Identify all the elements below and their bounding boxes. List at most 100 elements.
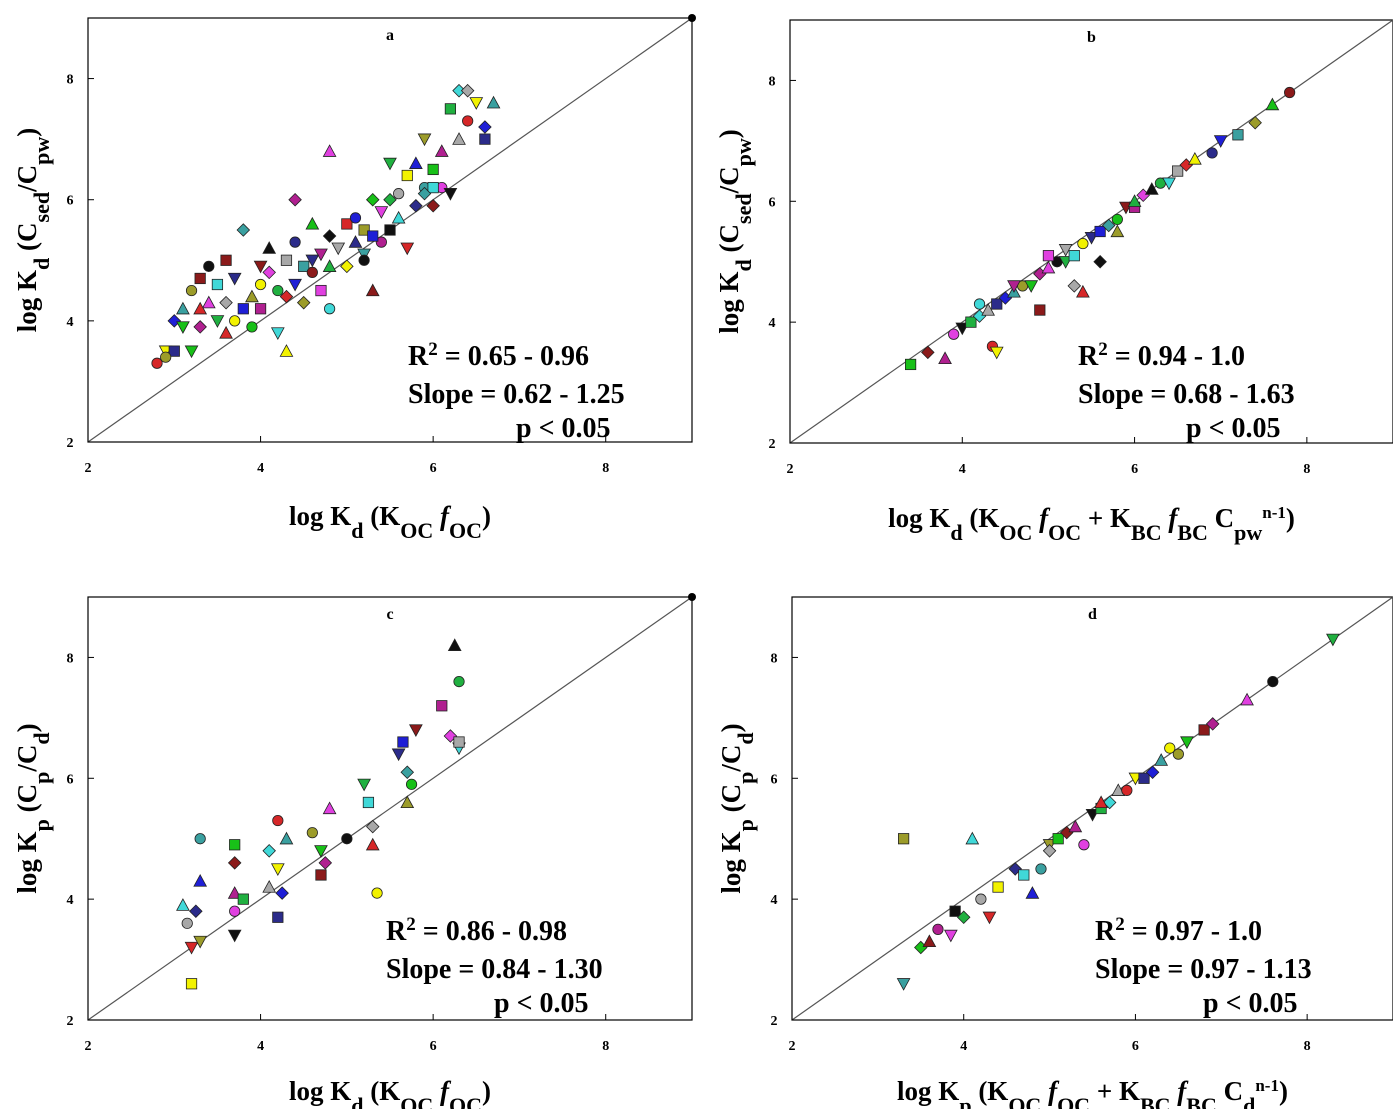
- r-squared-annotation: R2 = 0.65 - 0.96: [408, 339, 589, 373]
- x-tick-label: 6: [430, 461, 437, 476]
- x-tick-label: 6: [430, 1039, 437, 1054]
- data-point: [1121, 784, 1133, 796]
- data-point: [1067, 279, 1082, 293]
- data-point: [898, 833, 910, 845]
- data-point: [1101, 218, 1116, 233]
- panel-d: 2 4 6 8 2 4 6 8 d log Kp (KOC fOC + KBC fBC Cdn-1…: [716, 596, 1393, 1109]
- data-point: [1198, 724, 1210, 736]
- data-point: [193, 320, 207, 334]
- data-point: [322, 229, 337, 243]
- data-point: [253, 260, 268, 274]
- panel-c: 2 4 6 8 2 4 6 8 c log Kd (KOC fOC) log Kp (Cp/Cd) R…: [12, 593, 696, 1109]
- data-point: [1007, 280, 1021, 293]
- data-point: [443, 188, 458, 201]
- x-tick-label: 4: [257, 461, 264, 476]
- data-point: [1164, 742, 1176, 754]
- p-value-annotation: p < 0.05: [494, 988, 589, 1019]
- data-point: [973, 298, 986, 310]
- data-point: [181, 917, 193, 929]
- data-point: [331, 242, 346, 256]
- data-point: [1094, 225, 1106, 238]
- slope-annotation: Slope = 0.97 - 1.13: [1095, 954, 1312, 985]
- data-point: [1058, 244, 1073, 257]
- data-point: [194, 272, 206, 285]
- plot-frame: [87, 596, 693, 1021]
- data-point: [1232, 129, 1244, 141]
- data-point: [1068, 250, 1080, 262]
- data-point: [305, 254, 320, 268]
- data-point: [1154, 753, 1169, 766]
- data-point: [1213, 135, 1228, 148]
- data-point: [1093, 254, 1107, 269]
- data-point: [948, 328, 960, 340]
- data-point: [447, 638, 462, 651]
- data-point: [262, 880, 277, 893]
- data-point: [227, 856, 242, 870]
- data-point: [365, 283, 380, 297]
- data-point: [322, 801, 337, 815]
- data-point: [1205, 717, 1220, 731]
- panel-label: c: [386, 606, 393, 623]
- data-point: [254, 303, 267, 315]
- data-point: [384, 224, 396, 236]
- x-tick-label: 8: [1303, 462, 1310, 477]
- data-point: [229, 839, 241, 851]
- y-tick-label: 2: [771, 1014, 778, 1029]
- data-point: [1024, 280, 1039, 293]
- data-point: [288, 278, 302, 292]
- data-point: [323, 303, 336, 315]
- data-point: [289, 236, 301, 248]
- data-point: [383, 157, 397, 171]
- x-tick-label: 6: [1131, 462, 1138, 477]
- data-point: [272, 284, 284, 297]
- data-point: [975, 893, 987, 905]
- data-point: [417, 186, 432, 201]
- data-point: [237, 303, 249, 315]
- data-point: [246, 321, 258, 333]
- data-point: [279, 344, 294, 357]
- data-point: [340, 259, 354, 274]
- p-value-annotation: p < 0.05: [1186, 413, 1281, 444]
- data-point: [932, 923, 944, 935]
- data-point: [315, 869, 327, 881]
- data-point: [219, 325, 233, 339]
- x-tick-label: 2: [787, 462, 794, 477]
- data-point: [211, 278, 224, 291]
- x-tick-label: 8: [602, 461, 609, 476]
- x-axis-title: log Kd (KOC fOC): [289, 501, 491, 543]
- y-tick-label: 2: [67, 1014, 74, 1029]
- data-point: [991, 298, 1003, 310]
- data-point: [270, 863, 285, 876]
- data-point: [1110, 224, 1125, 238]
- data-point: [1018, 869, 1030, 881]
- data-point: [262, 241, 277, 254]
- data-point: [1248, 115, 1262, 130]
- data-point: [220, 254, 232, 266]
- data-point: [453, 675, 465, 688]
- data-point: [160, 351, 172, 363]
- data-point: [306, 266, 318, 278]
- panel-b: 2 4 6 8 2 4 6 8 b log Kd (KOC fOC + KBC fBC Cpwn-…: [714, 19, 1393, 545]
- data-point: [275, 886, 289, 900]
- p-value-annotation: p < 0.05: [1203, 988, 1298, 1019]
- data-point: [965, 316, 977, 328]
- data-point: [436, 700, 448, 712]
- data-point: [938, 351, 952, 365]
- data-point: [1078, 839, 1090, 851]
- data-point: [375, 236, 387, 248]
- plot-frame: [87, 17, 693, 443]
- data-point: [949, 905, 961, 917]
- data-point: [1034, 304, 1046, 316]
- data-point: [193, 873, 208, 887]
- data-point: [184, 345, 199, 359]
- data-point: [349, 212, 362, 224]
- slope-annotation: Slope = 0.68 - 1.63: [1078, 379, 1295, 410]
- data-point: [374, 206, 389, 219]
- data-point: [367, 230, 379, 242]
- data-point: [305, 216, 320, 230]
- data-point: [989, 346, 1004, 360]
- panel-label: d: [1088, 606, 1097, 623]
- y-tick-label: 6: [771, 772, 778, 787]
- x-axis-title: log Kd (KOC fOC): [289, 1076, 491, 1109]
- data-point: [185, 978, 198, 990]
